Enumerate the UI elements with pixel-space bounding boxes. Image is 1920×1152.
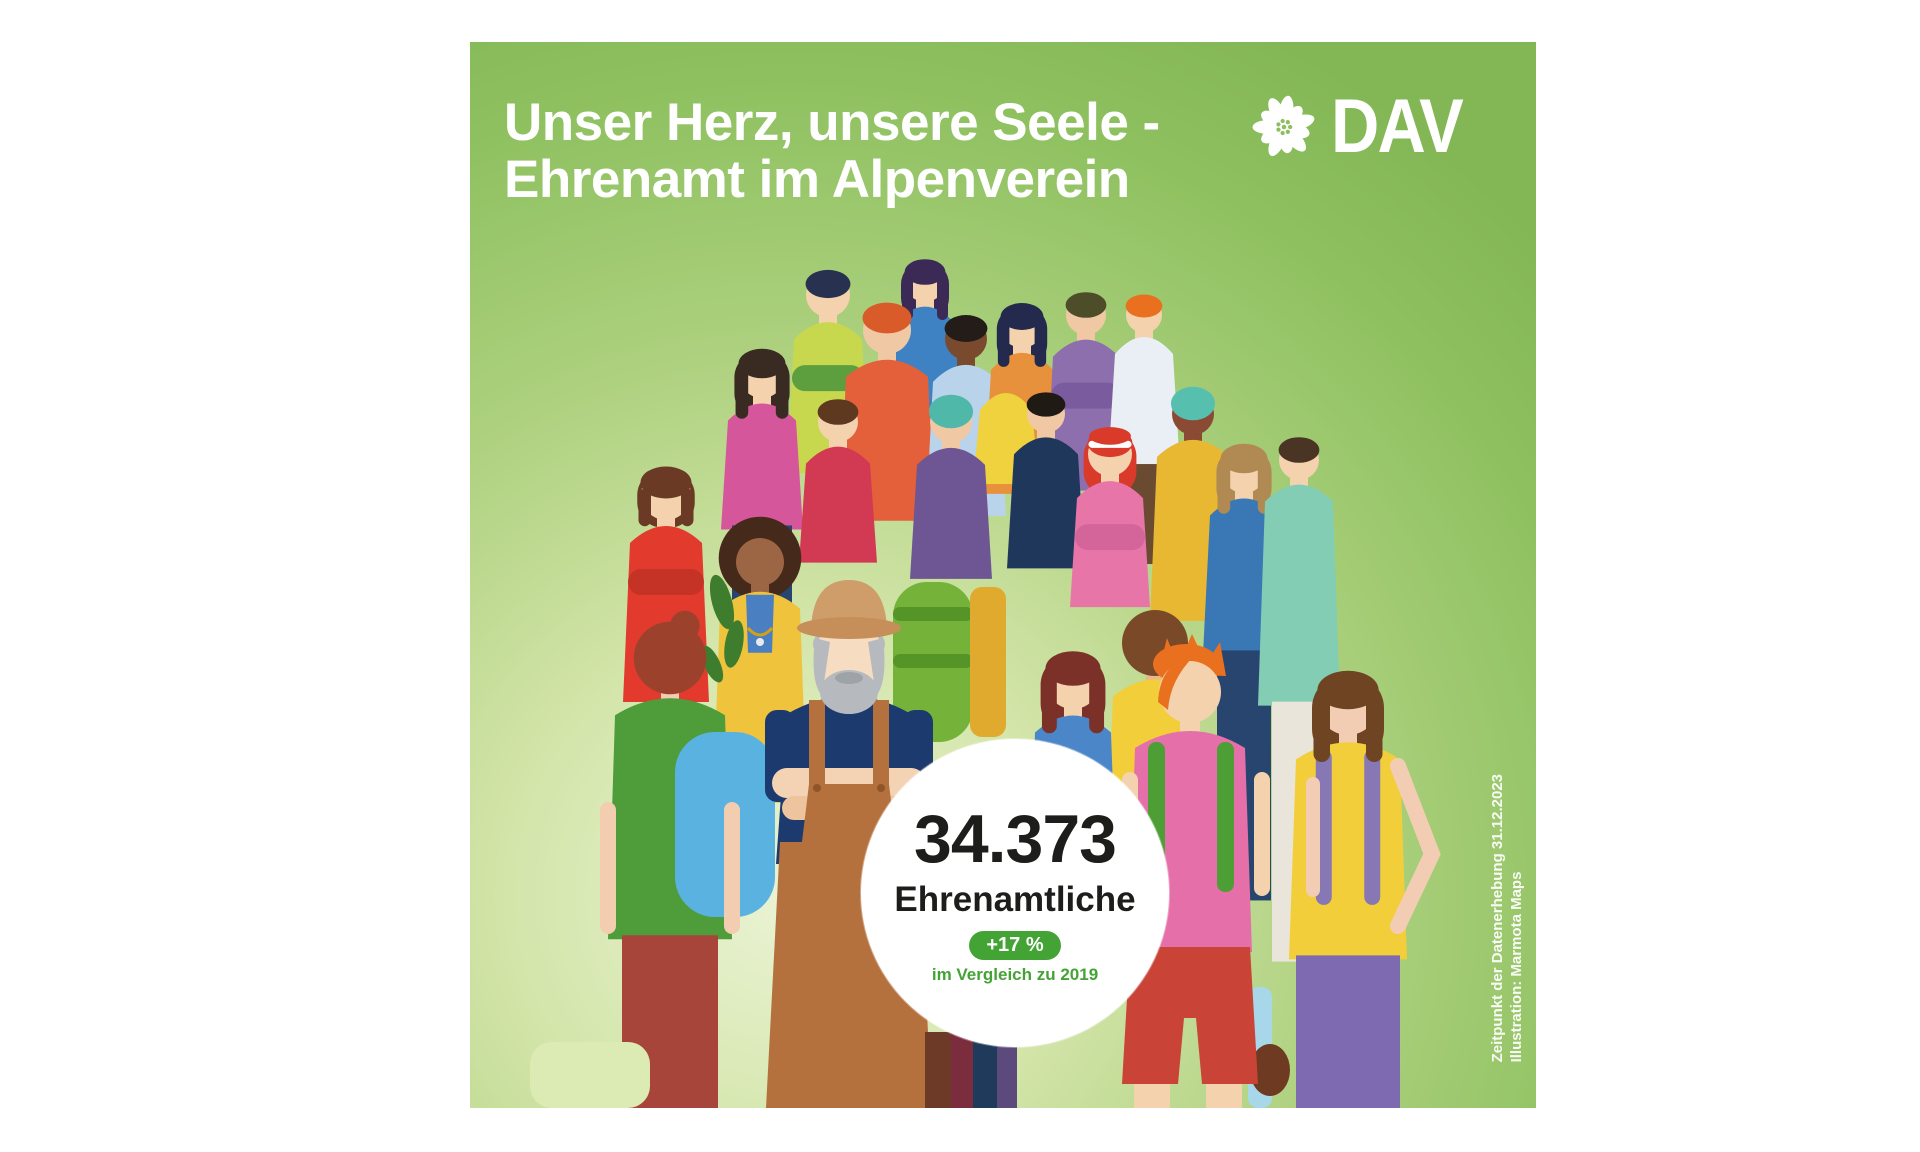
stat-label: Ehrenamtliche bbox=[894, 880, 1136, 919]
poster-title: Unser Herz, unsere Seele - Ehrenamt im A… bbox=[504, 94, 1160, 208]
stat-badge: +17 % bbox=[969, 931, 1061, 960]
edelweiss-icon bbox=[1252, 95, 1315, 156]
crowd-illustration bbox=[530, 259, 1441, 1108]
credit-line-illustration: Illustration: Marmota Maps bbox=[1508, 871, 1525, 1062]
stat-number: 34.373 bbox=[914, 801, 1117, 877]
infographic-panel: Unser Herz, unsere Seele - Ehrenamt im A… bbox=[470, 42, 1536, 1108]
stat-circle: 34.373 Ehrenamtliche +17 % im Vergleich … bbox=[861, 739, 1169, 1047]
title-line-2: Ehrenamt im Alpenverein bbox=[504, 150, 1130, 209]
title-line-1: Unser Herz, unsere Seele - bbox=[504, 93, 1160, 152]
stat-comparison: im Vergleich zu 2019 bbox=[931, 965, 1099, 984]
credits: Zeitpunkt der Datenerhebung 31.12.2023 I… bbox=[1488, 774, 1526, 1062]
credit-line-datenerhebung: Zeitpunkt der Datenerhebung 31.12.2023 bbox=[1489, 773, 1506, 1062]
dav-wordmark: DAV bbox=[1331, 84, 1464, 169]
dav-logo: DAV bbox=[1243, 86, 1480, 168]
